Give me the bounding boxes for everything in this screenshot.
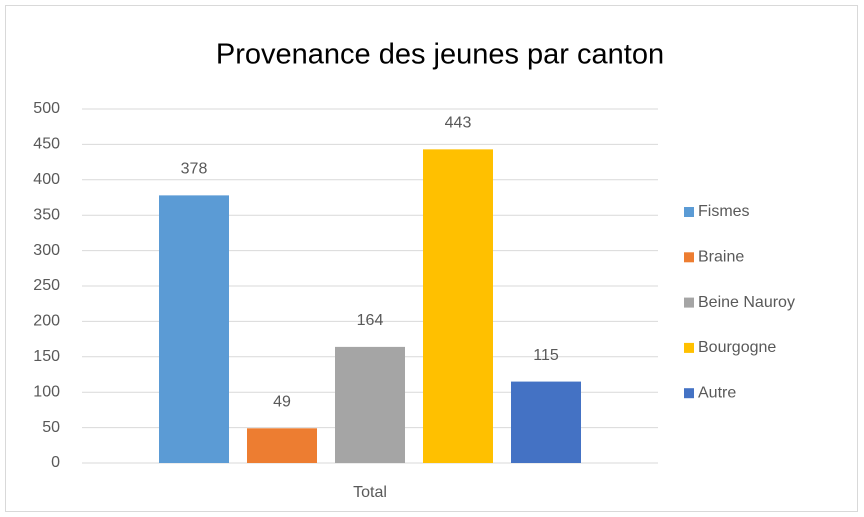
y-tick-label: 350 — [33, 206, 60, 223]
y-tick-label: 300 — [33, 242, 60, 259]
legend-swatch — [684, 388, 694, 399]
data-label: 49 — [273, 394, 291, 411]
data-label: 443 — [445, 115, 472, 132]
y-tick-label: 50 — [42, 419, 60, 436]
y-tick-label: 100 — [33, 383, 60, 400]
y-tick-label: 500 — [33, 100, 60, 117]
y-tick-label: 0 — [51, 454, 60, 471]
data-label: 378 — [181, 161, 208, 178]
legend-label: Beine Nauroy — [698, 294, 795, 311]
bar — [247, 428, 317, 463]
bar — [511, 381, 581, 463]
bar — [159, 195, 229, 463]
data-label: 115 — [533, 347, 559, 364]
data-label: 164 — [357, 312, 384, 329]
legend-label: Fismes — [698, 203, 750, 220]
bar — [423, 149, 493, 463]
legend-swatch — [684, 207, 694, 217]
x-tick-label: Total — [353, 484, 387, 501]
legend-swatch — [684, 252, 694, 263]
y-tick-label: 150 — [33, 348, 60, 365]
legend-label: Bourgogne — [698, 339, 776, 356]
y-tick-label: 450 — [33, 136, 60, 153]
y-tick-label: 200 — [33, 313, 60, 330]
legend-swatch — [684, 342, 694, 353]
bar — [335, 346, 405, 463]
y-tick-label: 400 — [33, 171, 60, 188]
legend-label: Braine — [698, 249, 744, 266]
legend-swatch — [684, 297, 694, 308]
legend-label: Autre — [698, 384, 736, 401]
y-tick-label: 250 — [33, 277, 60, 294]
chart-title: Provenance des jeunes par canton — [216, 39, 664, 71]
